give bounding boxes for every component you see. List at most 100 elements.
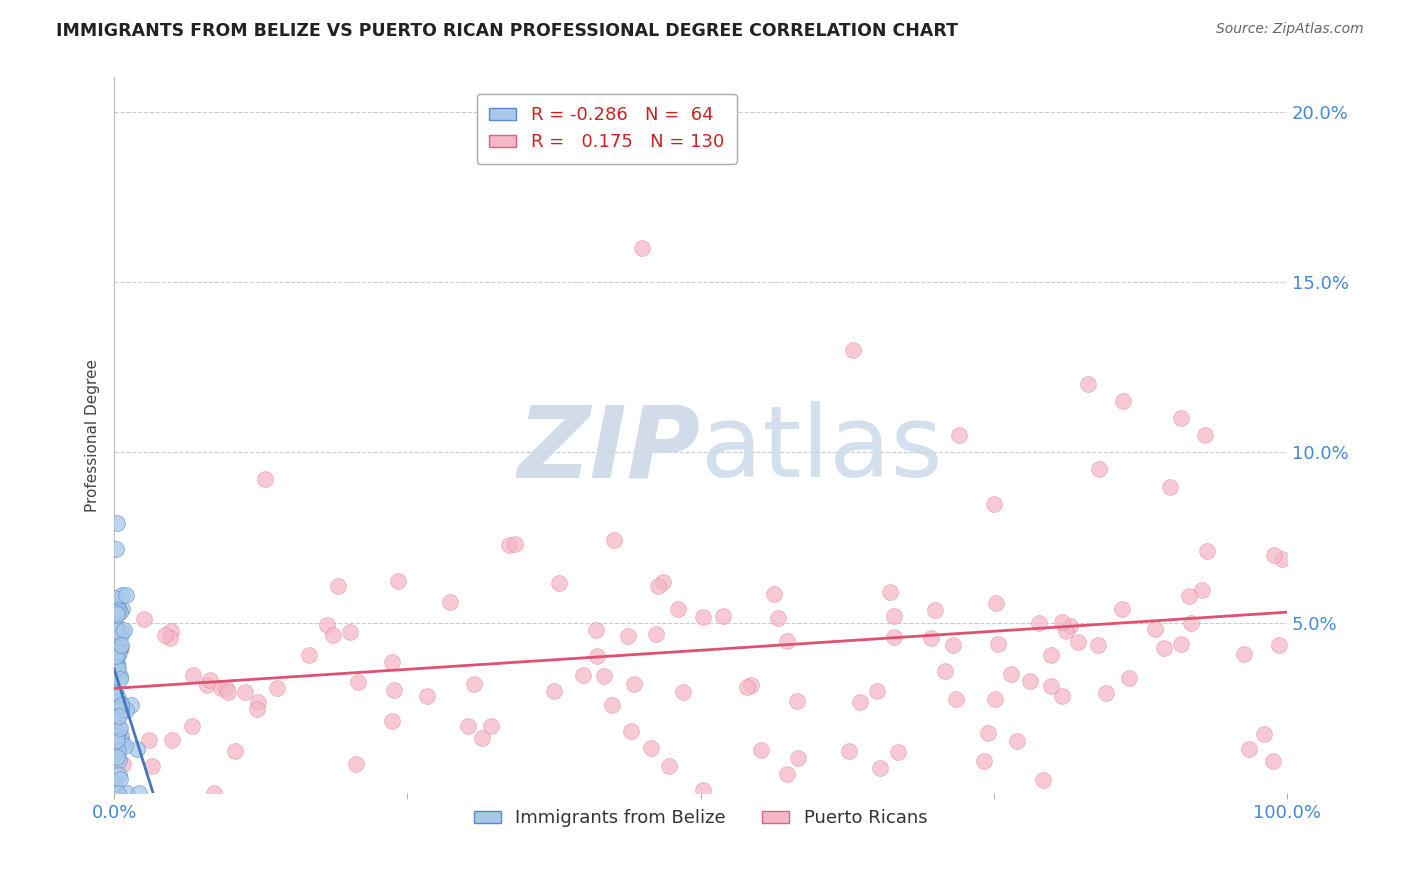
Point: [924, 603, 946, 617]
Point: [776, 634, 799, 648]
Point: [983, 497, 1005, 511]
Point: [107, 661, 129, 675]
Y-axis label: Professional Degree: Professional Degree: [86, 359, 100, 512]
Point: [1159, 479, 1181, 493]
Text: IMMIGRANTS FROM BELIZE VS PUERTO RICAN PROFESSIONAL DEGREE CORRELATION CHART: IMMIGRANTS FROM BELIZE VS PUERTO RICAN P…: [56, 22, 959, 40]
Point: [1019, 673, 1042, 688]
Point: [1050, 615, 1073, 630]
Point: [105, 749, 128, 764]
Point: [1040, 679, 1063, 693]
Point: [159, 632, 181, 646]
Point: [645, 627, 668, 641]
Point: [740, 678, 762, 692]
Point: [107, 648, 129, 662]
Point: [107, 733, 129, 747]
Point: [842, 343, 865, 358]
Point: [233, 685, 256, 699]
Point: [111, 704, 134, 718]
Point: [215, 681, 238, 695]
Point: [108, 640, 131, 655]
Point: [108, 772, 131, 787]
Point: [1170, 638, 1192, 652]
Point: [104, 776, 127, 790]
Point: [328, 578, 350, 592]
Point: [104, 734, 127, 748]
Point: [347, 674, 370, 689]
Point: [181, 719, 204, 733]
Point: [107, 768, 129, 782]
Point: [107, 744, 129, 758]
Legend: Immigrants from Belize, Puerto Ricans: Immigrants from Belize, Puerto Ricans: [467, 802, 935, 834]
Point: [984, 596, 1007, 610]
Point: [110, 696, 132, 710]
Point: [160, 733, 183, 747]
Point: [600, 698, 623, 713]
Point: [1191, 582, 1213, 597]
Point: [104, 661, 127, 675]
Point: [107, 695, 129, 709]
Point: [117, 786, 139, 800]
Point: [107, 658, 129, 673]
Point: [503, 537, 526, 551]
Point: [127, 741, 149, 756]
Point: [869, 761, 891, 775]
Point: [948, 428, 970, 442]
Point: [104, 644, 127, 658]
Point: [1144, 622, 1167, 636]
Point: [110, 638, 132, 652]
Point: [107, 723, 129, 737]
Point: [498, 537, 520, 551]
Point: [766, 611, 789, 625]
Point: [585, 624, 607, 638]
Point: [1050, 689, 1073, 703]
Point: [108, 672, 131, 686]
Point: [108, 709, 131, 723]
Point: [380, 655, 402, 669]
Point: [105, 786, 128, 800]
Point: [1178, 589, 1201, 603]
Point: [105, 710, 128, 724]
Point: [1263, 754, 1285, 768]
Point: [209, 681, 232, 695]
Point: [128, 786, 150, 800]
Point: [110, 698, 132, 712]
Point: [620, 723, 643, 738]
Point: [786, 693, 808, 707]
Point: [224, 744, 246, 758]
Point: [108, 721, 131, 735]
Point: [195, 678, 218, 692]
Point: [883, 630, 905, 644]
Point: [108, 753, 131, 767]
Point: [1263, 548, 1285, 562]
Point: [104, 685, 127, 699]
Point: [110, 640, 132, 655]
Point: [107, 622, 129, 636]
Point: [640, 740, 662, 755]
Point: [1059, 619, 1081, 633]
Point: [1066, 635, 1088, 649]
Point: [103, 723, 125, 737]
Point: [666, 601, 689, 615]
Point: [316, 617, 339, 632]
Point: [105, 541, 128, 556]
Point: [387, 574, 409, 589]
Point: [631, 241, 654, 255]
Point: [111, 735, 134, 749]
Point: [838, 743, 860, 757]
Point: [298, 648, 321, 662]
Point: [749, 743, 772, 757]
Point: [322, 627, 344, 641]
Point: [439, 595, 461, 609]
Point: [104, 591, 127, 606]
Point: [479, 719, 502, 733]
Point: [887, 745, 910, 759]
Point: [108, 631, 131, 645]
Point: [111, 601, 134, 615]
Point: [266, 681, 288, 696]
Point: [108, 645, 131, 659]
Point: [198, 673, 221, 688]
Point: [160, 624, 183, 638]
Point: [692, 610, 714, 624]
Point: [776, 766, 799, 780]
Point: [105, 617, 128, 632]
